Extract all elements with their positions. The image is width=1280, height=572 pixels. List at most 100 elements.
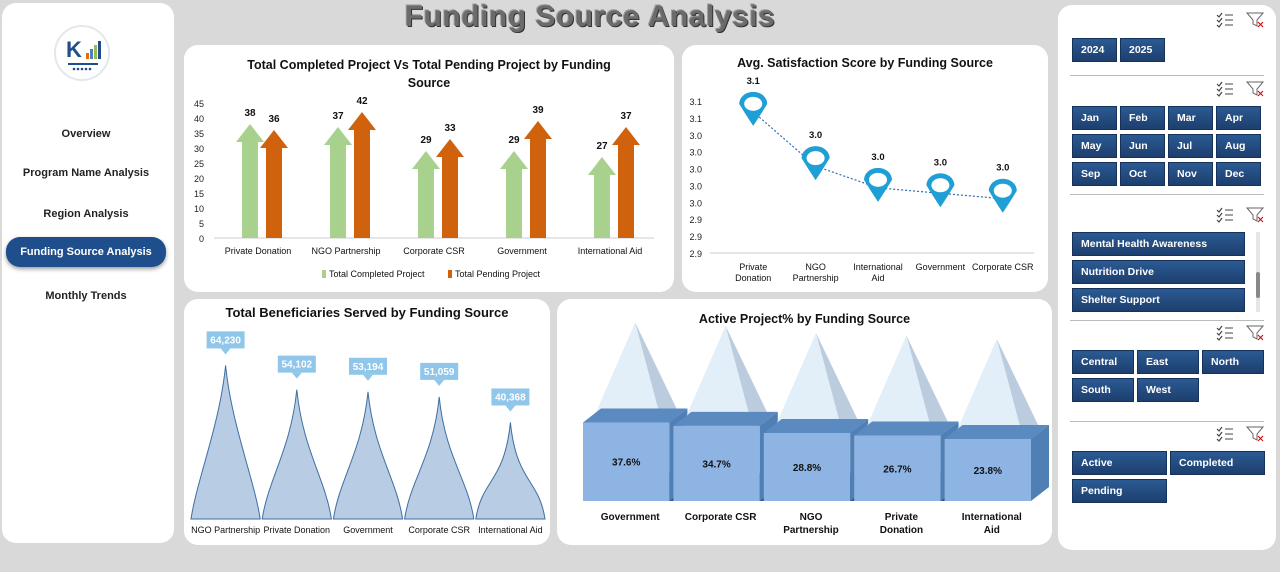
pin-center	[993, 183, 1012, 198]
data-label: 3.0	[996, 163, 1009, 174]
data-label: 37	[620, 111, 632, 122]
block-top	[944, 425, 1049, 439]
slicer-divider	[1070, 320, 1264, 321]
status-button-completed[interactable]: Completed	[1170, 451, 1265, 475]
nav-region-analysis[interactable]: Region Analysis	[43, 208, 129, 220]
y-tick-label: 25	[194, 159, 204, 169]
data-label: 51,059	[424, 367, 455, 378]
month-button-nov[interactable]: Nov	[1168, 162, 1213, 186]
month-button-dec[interactable]: Dec	[1216, 162, 1261, 186]
month-button-jul[interactable]: Jul	[1168, 134, 1213, 158]
scrollbar-thumb[interactable]	[1256, 272, 1260, 298]
block-front	[944, 439, 1031, 501]
clear-filter-icon[interactable]	[1246, 207, 1264, 223]
nav-program-name-analysis[interactable]: Program Name Analysis	[22, 167, 150, 179]
y-tick-label: 3.0	[689, 198, 702, 208]
slicer-panel: 2024 2025 Jan Feb Mar Apr May Jun Jul Aug Sep Oct No…	[1058, 5, 1276, 550]
svg-text:K: K	[66, 37, 82, 62]
month-button-sep[interactable]: Sep	[1072, 162, 1117, 186]
program-button-1[interactable]: Nutrition Drive	[1072, 260, 1245, 284]
pin-center	[931, 178, 950, 193]
month-button-jan[interactable]: Jan	[1072, 106, 1117, 130]
region-button-south[interactable]: South	[1072, 378, 1134, 402]
x-tick-label: Corporate CSR	[972, 262, 1034, 272]
block-front	[583, 422, 670, 501]
bar-arrow	[412, 151, 440, 238]
year-button-2025[interactable]: 2025	[1120, 38, 1165, 62]
nav-funding-source-analysis[interactable]: Funding Source Analysis	[6, 237, 166, 267]
area-spike	[261, 389, 332, 520]
x-tick-label: International Aid	[578, 246, 643, 256]
nav-monthly-trends[interactable]: Monthly Trends	[45, 290, 127, 302]
region-button-north[interactable]: North	[1202, 350, 1264, 374]
sidebar: K Overview Program Name Analysis Region …	[2, 3, 174, 543]
completed-pending-chart: 0 5 10 15 20 25 30 35 40 45 38 36 Private Donation 37…	[194, 96, 654, 279]
beneficiaries-card: Total Beneficiaries Served by Funding So…	[184, 299, 550, 545]
block-top	[673, 411, 778, 426]
data-label: 38	[244, 108, 256, 119]
clear-filter-icon[interactable]	[1246, 325, 1264, 341]
data-label: 42	[356, 96, 368, 107]
y-tick-label: 30	[194, 144, 204, 154]
multi-select-icon[interactable]	[1216, 325, 1234, 341]
y-tick-label: 2.9	[689, 215, 702, 225]
block-top	[583, 408, 688, 423]
x-tick-label: Aid	[984, 525, 1000, 536]
month-button-oct[interactable]: Oct	[1120, 162, 1165, 186]
x-tick-label: NGO	[805, 262, 826, 272]
month-button-apr[interactable]: Apr	[1216, 106, 1261, 130]
month-button-mar[interactable]: Mar	[1168, 106, 1213, 130]
data-label: 54,102	[282, 360, 313, 371]
region-button-east[interactable]: East	[1137, 350, 1199, 374]
pyramid-side	[635, 322, 680, 429]
program-slicer-scrollbar[interactable]	[1256, 232, 1260, 312]
region-button-central[interactable]: Central	[1072, 350, 1134, 374]
x-tick-label: Aid	[871, 273, 884, 283]
region-button-west[interactable]: West	[1137, 378, 1199, 402]
data-label: 29	[420, 135, 432, 146]
slicer-divider	[1070, 75, 1264, 76]
data-label: 27	[596, 141, 608, 152]
pyramid-front	[589, 322, 664, 429]
multi-select-icon[interactable]	[1216, 81, 1234, 97]
y-tick-label: 15	[194, 189, 204, 199]
pyramid-side	[996, 339, 1041, 445]
data-label: 28.8%	[793, 463, 821, 474]
y-tick-label: 35	[194, 129, 204, 139]
pyramid-front	[679, 325, 754, 432]
x-tick-label: Partnership	[783, 525, 839, 536]
y-tick-label: 45	[194, 99, 204, 109]
y-tick-label: 5	[199, 219, 204, 229]
multi-select-icon[interactable]	[1216, 207, 1234, 223]
year-button-2024[interactable]: 2024	[1072, 38, 1117, 62]
beneficiaries-title: Total Beneficiaries Served by Funding So…	[225, 305, 509, 320]
nav-overview[interactable]: Overview	[61, 128, 111, 140]
status-button-active[interactable]: Active	[1072, 451, 1167, 475]
program-button-2[interactable]: Shelter Support	[1072, 288, 1245, 312]
satisfaction-chart: 2.9 2.9 2.9 3.0 3.0 3.0 3.0 3.0 3.1 3.1 3.1 Private…	[689, 76, 1034, 283]
status-button-pending[interactable]: Pending	[1072, 479, 1167, 503]
month-button-jun[interactable]: Jun	[1120, 134, 1165, 158]
multi-select-icon[interactable]	[1216, 426, 1234, 442]
data-label-box	[277, 355, 316, 373]
data-label: 26.7%	[883, 464, 911, 475]
bar-arrow	[324, 127, 352, 238]
data-label: 37.6%	[612, 458, 640, 469]
pyramid-side	[906, 335, 951, 442]
clear-filter-icon[interactable]	[1246, 12, 1264, 28]
clear-filter-icon[interactable]	[1246, 81, 1264, 97]
data-label-pointer	[505, 405, 516, 412]
data-label: 29	[508, 135, 520, 146]
clear-filter-icon[interactable]	[1246, 426, 1264, 442]
bar-arrow	[524, 121, 552, 238]
multi-select-icon[interactable]	[1216, 12, 1234, 28]
month-button-feb[interactable]: Feb	[1120, 106, 1165, 130]
month-button-may[interactable]: May	[1072, 134, 1117, 158]
month-button-aug[interactable]: Aug	[1216, 134, 1261, 158]
data-label: 33	[444, 123, 456, 134]
y-tick-label: 10	[194, 204, 204, 214]
data-label: 3.1	[747, 76, 761, 87]
program-button-0[interactable]: Mental Health Awareness	[1072, 232, 1245, 256]
year-slicer-header	[1204, 12, 1264, 30]
block-top	[763, 419, 869, 433]
